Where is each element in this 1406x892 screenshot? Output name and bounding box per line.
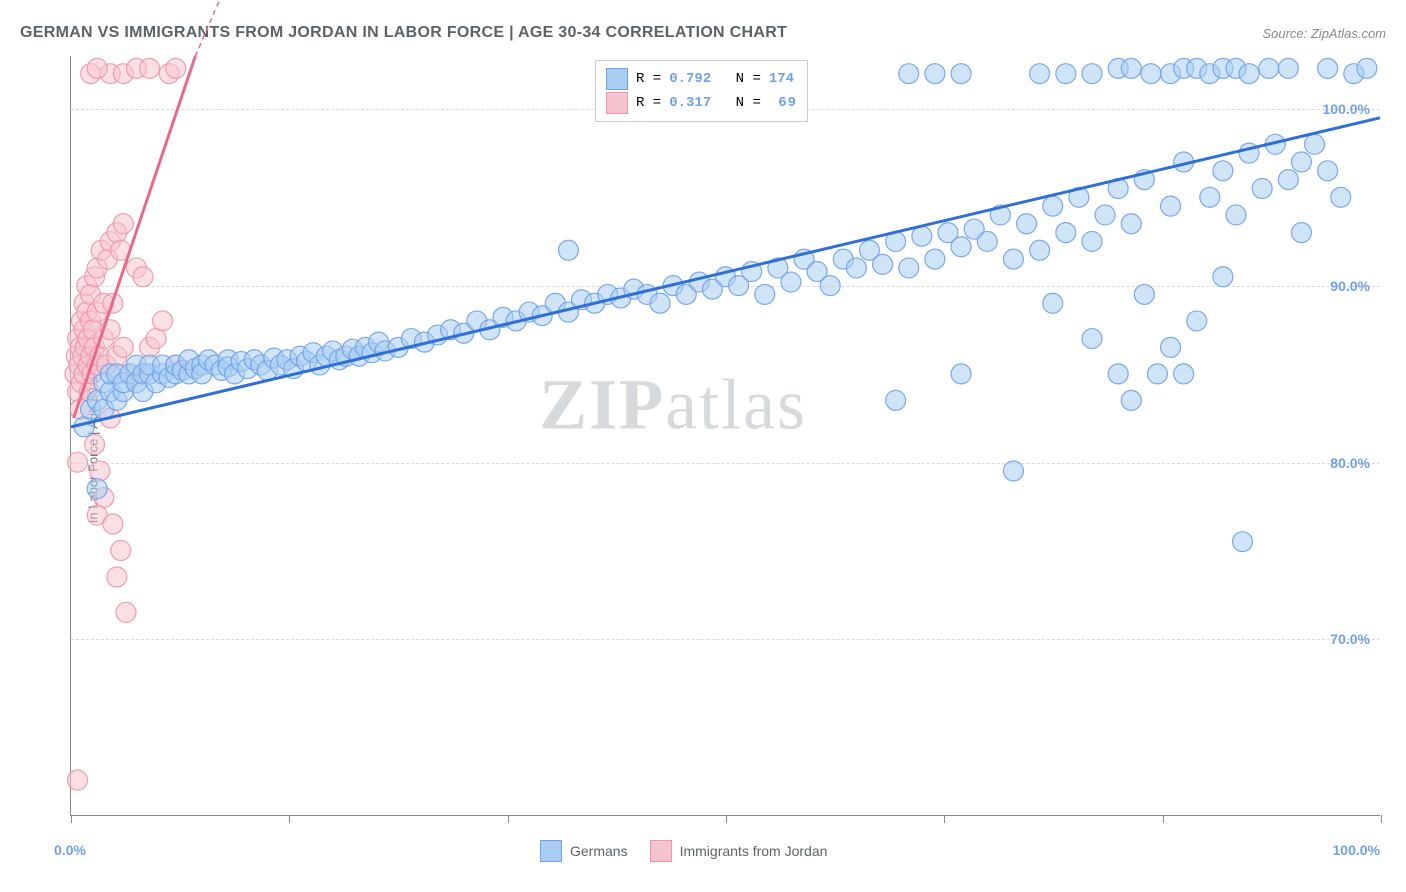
correlation-legend: R = 0.792 N = 174 R = 0.317 N = 69	[595, 60, 808, 122]
legend-label-jordan: Immigrants from Jordan	[680, 843, 828, 859]
n-value-germans: 174	[769, 71, 794, 87]
swatch-germans-bottom	[540, 840, 562, 862]
r-value-jordan: 0.317	[669, 95, 711, 111]
chart-header: GERMAN VS IMMIGRANTS FROM JORDAN IN LABO…	[20, 18, 1386, 48]
n-label: N =	[736, 71, 761, 87]
x-axis-min-label: 0.0%	[54, 842, 86, 858]
legend-row-jordan: R = 0.317 N = 69	[606, 91, 797, 115]
legend-item-jordan: Immigrants from Jordan	[650, 840, 828, 862]
swatch-jordan	[606, 92, 628, 114]
x-axis-max-label: 100.0%	[1333, 842, 1380, 858]
n-value-jordan: 69	[769, 95, 797, 111]
chart-title: GERMAN VS IMMIGRANTS FROM JORDAN IN LABO…	[20, 24, 787, 42]
series-legend: Germans Immigrants from Jordan	[540, 840, 827, 862]
swatch-jordan-bottom	[650, 840, 672, 862]
legend-item-germans: Germans	[540, 840, 628, 862]
scatter-svg	[71, 56, 1380, 815]
r-value-germans: 0.792	[669, 71, 711, 87]
r-label: R =	[636, 95, 661, 111]
legend-label-germans: Germans	[570, 843, 628, 859]
chart-source: Source: ZipAtlas.com	[1262, 26, 1386, 41]
swatch-germans	[606, 68, 628, 90]
plot-area: 70.0%80.0%90.0%100.0% ZIPatlas R = 0.792…	[70, 56, 1380, 816]
legend-row-germans: R = 0.792 N = 174	[606, 67, 797, 91]
n-label: N =	[736, 95, 761, 111]
r-label: R =	[636, 71, 661, 87]
